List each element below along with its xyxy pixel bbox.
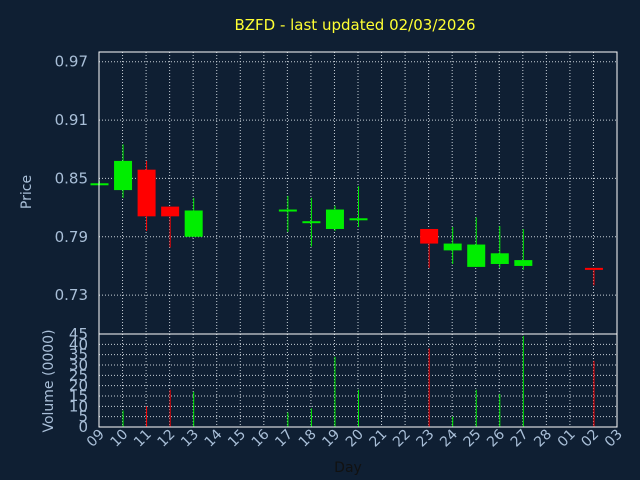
x-tick-label: 10: [107, 427, 131, 451]
x-tick-label: 22: [390, 427, 414, 451]
x-tick-label: 20: [343, 427, 367, 451]
x-tick-label: 19: [319, 427, 343, 451]
x-tick-label: 01: [555, 427, 579, 451]
x-tick-label: 16: [249, 426, 273, 450]
volume-tick-label: 25: [69, 366, 88, 384]
x-tick-label: 02: [578, 427, 602, 451]
x-tick-label: 15: [225, 427, 249, 451]
candle-body: [161, 206, 180, 217]
x-tick-label: 27: [508, 427, 532, 451]
candle-body: [137, 169, 156, 217]
candle-body: [490, 253, 509, 264]
price-panel: 0.97 0.91 0.85 0.79 0.73: [55, 51, 618, 335]
x-axis-label: Day: [334, 460, 362, 476]
x-tick-label: 13: [178, 427, 202, 451]
price-axis-label: Price: [19, 175, 35, 209]
volume-tick-label: 20: [69, 377, 88, 395]
chart-title: BZFD - last updated 02/03/2026: [234, 16, 475, 34]
price-tick-label: 0.73: [55, 286, 88, 304]
volume-tick-label: 30: [69, 356, 88, 374]
candle-body: [584, 267, 603, 270]
price-tick-label: 0.97: [55, 53, 88, 71]
price-tick-label: 0.85: [55, 169, 88, 187]
volume-tick-label: 45: [69, 325, 88, 343]
volume-tick-label: 0: [78, 418, 88, 436]
volume-tick-label: 35: [69, 346, 88, 364]
candle-body: [467, 244, 486, 267]
price-tick-label: 0.79: [55, 228, 88, 246]
x-tick-label: 21: [366, 427, 390, 451]
volume-tick-label: 40: [69, 335, 88, 353]
volume-tick-label: 10: [69, 397, 88, 415]
candle-body: [443, 243, 462, 251]
x-tick-label: 17: [272, 427, 296, 451]
candle-body: [325, 209, 344, 229]
x-tick-label: 28: [531, 427, 555, 451]
candle-body: [278, 209, 297, 212]
x-tick-label: 26: [484, 426, 508, 450]
x-tick-label: 14: [202, 426, 226, 450]
candle-body: [420, 228, 439, 244]
x-tick-label: 12: [155, 427, 179, 451]
candle-body: [349, 218, 368, 221]
volume-frame: [98, 333, 618, 428]
volume-axis-label: Volume (0000): [41, 329, 57, 432]
candle-body: [114, 160, 133, 191]
x-tick-label: 11: [131, 427, 155, 451]
x-tick-label: 23: [414, 427, 438, 451]
candle-body: [184, 210, 203, 237]
volume-tick-label: 5: [78, 408, 88, 426]
candle-body: [302, 221, 321, 224]
candle-body: [514, 260, 533, 266]
x-tick-label: 24: [437, 426, 461, 450]
price-tick-label: 0.91: [55, 111, 88, 129]
x-tick-label: 25: [461, 427, 485, 451]
volume-tick-label: 15: [69, 387, 88, 405]
x-tick-label: 18: [296, 427, 320, 451]
x-tick-label: 03: [602, 427, 626, 451]
